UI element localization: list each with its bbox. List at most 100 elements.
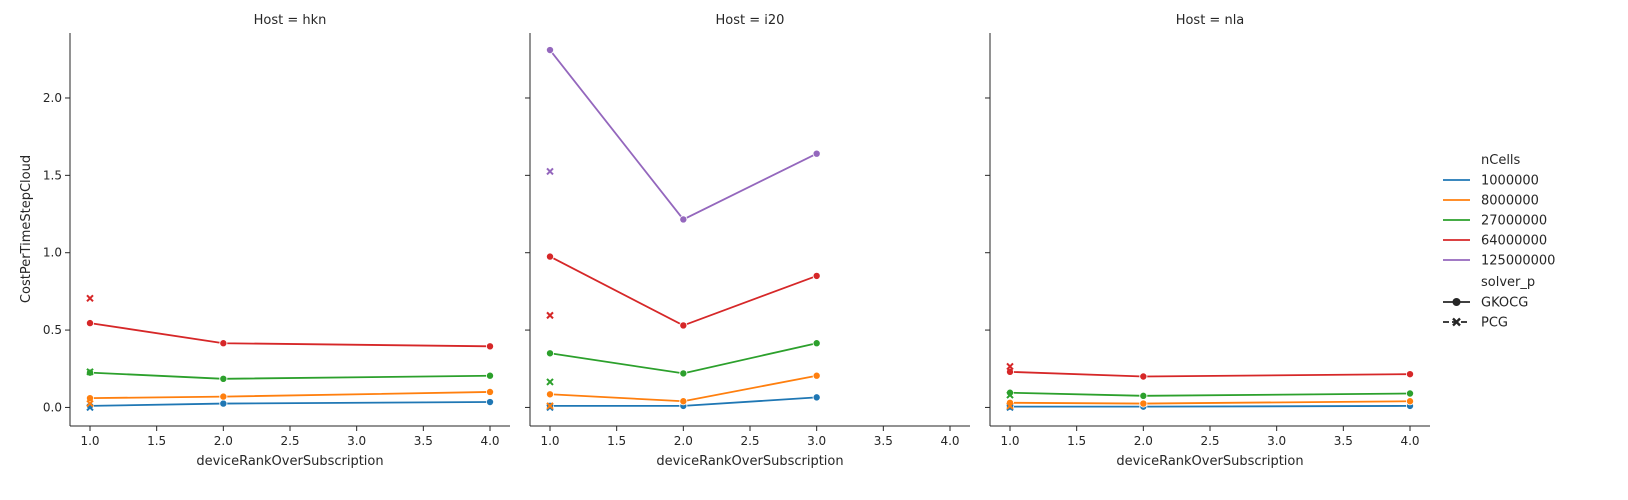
- data-point-gkocg-64000000: [485, 342, 494, 351]
- data-point-gkocg-64000000: [219, 339, 228, 348]
- x-tick-label: 2.0: [214, 434, 233, 448]
- x-marker-stroke: [1006, 403, 1014, 412]
- data-point-gkocg-64000000: [679, 321, 688, 330]
- y-tick-label: 0.5: [43, 323, 62, 337]
- data-point-pcg-8000000: [1006, 402, 1014, 410]
- series-line-27000000: [1009, 391, 1411, 397]
- legend-entry-label: PCG: [1481, 316, 1508, 331]
- data-point-pcg-64000000: [86, 294, 94, 303]
- x-tick-label: 1.0: [1000, 434, 1019, 448]
- data-point-gkocg-27000000: [546, 349, 555, 358]
- x-tick-label: 2.5: [1200, 434, 1219, 448]
- x-tick-label: 3.0: [347, 434, 366, 448]
- data-point-pcg-8000000: [86, 399, 94, 408]
- legend-style-title: solver_p: [1481, 275, 1535, 290]
- y-tick-label: 1.0: [43, 246, 62, 260]
- data-point-gkocg-64000000: [1006, 367, 1015, 376]
- data-point-gkocg-27000000: [679, 369, 688, 378]
- x-tick-label: 1.5: [607, 434, 626, 448]
- x-marker-stroke: [546, 378, 554, 386]
- data-point-gkocg-8000000: [1139, 399, 1148, 408]
- data-point-pcg-64000000: [1006, 362, 1014, 371]
- x-tick-label: 3.5: [414, 434, 433, 448]
- data-point-pcg-1000000: [546, 403, 554, 412]
- data-point-gkocg-64000000: [1406, 370, 1415, 379]
- legend-entry-label: 27000000: [1481, 214, 1547, 229]
- series-line-27000000: [89, 371, 491, 380]
- data-point-gkocg-8000000: [485, 387, 494, 396]
- legend-entry-label: 1000000: [1481, 174, 1539, 189]
- data-point-pcg-64000000: [546, 311, 554, 320]
- x-marker-stroke: [86, 294, 94, 303]
- x-tick-label: 1.0: [540, 434, 559, 448]
- legend-x-marker: [1452, 317, 1461, 327]
- data-point-gkocg-64000000: [1139, 372, 1148, 381]
- x-axis-label: deviceRankOverSubscription: [656, 454, 843, 469]
- data-point-pcg-1000000: [1006, 403, 1014, 412]
- data-point-gkocg-1000000: [485, 398, 494, 407]
- x-tick-label: 1.0: [80, 434, 99, 448]
- y-axis-label: CostPerTimeStepCloud: [19, 155, 34, 303]
- x-tick-label: 3.0: [1267, 434, 1286, 448]
- legend-entry-label: GKOCG: [1481, 296, 1528, 311]
- data-point-gkocg-125000000: [679, 215, 688, 224]
- data-point-gkocg-64000000: [812, 271, 821, 280]
- x-marker-stroke: [546, 167, 554, 176]
- series-line-1000000: [1010, 404, 1411, 408]
- x-tick-label: 2.0: [1134, 434, 1153, 448]
- x-tick-label: 2.5: [740, 434, 759, 448]
- x-tick-label: 4.0: [940, 434, 959, 448]
- x-tick-label: 3.5: [1334, 434, 1353, 448]
- series-line-27000000: [549, 342, 817, 375]
- facet-title: Host = nla: [1176, 13, 1245, 28]
- legend-entry-label: 64000000: [1481, 234, 1547, 249]
- x-axis-label: deviceRankOverSubscription: [1116, 454, 1303, 469]
- data-point-gkocg-8000000: [219, 392, 228, 401]
- data-point-gkocg-27000000: [219, 374, 228, 383]
- series-line-64000000: [1009, 370, 1411, 378]
- series-line-64000000: [89, 322, 491, 348]
- x-marker-stroke: [86, 368, 94, 376]
- x-marker-stroke: [1006, 391, 1014, 399]
- x-tick-label: 1.5: [1067, 434, 1086, 448]
- data-point-pcg-27000000: [546, 378, 554, 386]
- x-tick-label: 4.0: [480, 434, 499, 448]
- legend: nCells 1000000 8000000 27000000 64000000 1250…: [1443, 153, 1555, 331]
- x-marker-stroke: [86, 399, 94, 408]
- data-point-gkocg-1000000: [812, 393, 821, 402]
- x-marker-stroke: [1006, 362, 1014, 371]
- y-tick-label: 0.0: [43, 400, 62, 414]
- y-tick-label: 2.0: [43, 91, 62, 105]
- data-point-gkocg-125000000: [812, 149, 821, 158]
- data-point-gkocg-125000000: [546, 46, 555, 55]
- legend-hue-title: nCells: [1481, 153, 1521, 168]
- legend-circle-marker: [1452, 298, 1461, 306]
- series-line-64000000: [549, 255, 817, 327]
- data-point-gkocg-8000000: [1406, 397, 1415, 406]
- data-point-gkocg-27000000: [1406, 389, 1415, 398]
- data-point-gkocg-8000000: [679, 397, 688, 406]
- legend-entry-label: 125000000: [1481, 254, 1555, 269]
- x-axis-label: deviceRankOverSubscription: [196, 454, 383, 469]
- x-marker-stroke: [546, 311, 554, 320]
- data-point-pcg-27000000: [86, 368, 94, 376]
- x-marker-stroke: [1006, 402, 1014, 410]
- series-line-1000000: [89, 401, 491, 407]
- facet-title: Host = hkn: [254, 13, 327, 28]
- x-marker-stroke: [546, 403, 554, 412]
- series-line-8000000: [89, 391, 491, 400]
- data-point-gkocg-8000000: [812, 371, 821, 380]
- facet-panel-nla: Host = nla 1.0 1.5 2.0 2.5 3.0 3.5 4.0 deviceRan…: [985, 13, 1430, 469]
- data-point-gkocg-1000000: [219, 399, 228, 408]
- facet-title: Host = i20: [716, 13, 785, 28]
- x-tick-label: 4.0: [1400, 434, 1419, 448]
- data-point-gkocg-27000000: [1139, 391, 1148, 400]
- data-point-gkocg-8000000: [86, 394, 95, 403]
- data-point-gkocg-8000000: [546, 390, 555, 399]
- x-tick-label: 2.5: [280, 434, 299, 448]
- x-marker-stroke: [546, 402, 554, 410]
- data-point-gkocg-64000000: [86, 319, 95, 328]
- data-point-gkocg-64000000: [546, 252, 555, 261]
- data-point-pcg-27000000: [1006, 391, 1014, 399]
